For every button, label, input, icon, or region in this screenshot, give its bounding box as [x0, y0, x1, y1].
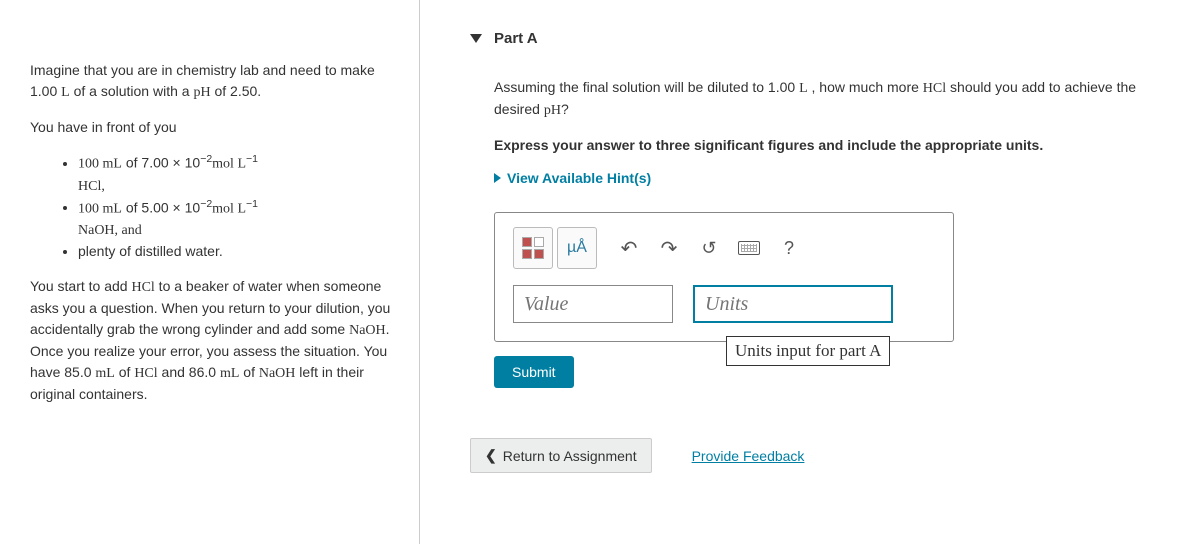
templates-icon [522, 237, 544, 259]
reagent-list: 100 mL of 7.00 × 10−2mol L−1 HCl, 100 mL… [30, 152, 395, 262]
answer-panel: Part A Assuming the final solution will … [420, 0, 1200, 544]
keyboard-button[interactable] [731, 230, 767, 266]
answer-toolbar: µÅ ↶ ↷ ↺ ? [513, 227, 935, 269]
keyboard-icon [738, 241, 760, 255]
reset-icon: ↺ [701, 238, 716, 259]
hints-toggle[interactable]: View Available Hint(s) [494, 170, 1160, 186]
list-item: plenty of distilled water. [78, 241, 395, 262]
answer-box: µÅ ↶ ↷ ↺ ? [494, 212, 954, 342]
return-label: Return to Assignment [503, 448, 637, 464]
problem-statement-panel: Imagine that you are in chemistry lab an… [0, 0, 420, 544]
part-label: Part A [494, 30, 538, 47]
mu-angstrom-icon: µÅ [567, 239, 587, 257]
undo-button[interactable]: ↶ [611, 230, 647, 266]
hints-label: View Available Hint(s) [507, 170, 651, 186]
submit-button[interactable]: Submit [494, 356, 574, 388]
list-item: 100 mL of 7.00 × 10−2mol L−1 HCl, [78, 152, 395, 197]
you-have-text: You have in front of you [30, 117, 395, 138]
units-callout: Units input for part A [726, 336, 890, 366]
help-icon: ? [784, 238, 794, 259]
redo-button[interactable]: ↷ [651, 230, 687, 266]
help-button[interactable]: ? [771, 230, 807, 266]
undo-icon: ↶ [621, 236, 638, 261]
intro-text: Imagine that you are in chemistry lab an… [30, 60, 395, 103]
feedback-link[interactable]: Provide Feedback [692, 448, 805, 464]
submit-label: Submit [512, 364, 556, 380]
question-text: Assuming the final solution will be dilu… [494, 77, 1160, 121]
story-text: You start to add HCl to a beaker of wate… [30, 276, 395, 405]
part-header[interactable]: Part A [470, 30, 1160, 47]
units-input[interactable] [693, 285, 893, 323]
chevron-left-icon: ❮ [485, 447, 497, 464]
list-item: 100 mL of 5.00 × 10−2mol L−1 NaOH, and [78, 197, 395, 242]
chevron-down-icon [470, 34, 482, 43]
chevron-right-icon [494, 173, 501, 183]
instruction-text: Express your answer to three significant… [494, 135, 1160, 156]
redo-icon: ↷ [661, 236, 678, 261]
reset-button[interactable]: ↺ [691, 230, 727, 266]
special-chars-button[interactable]: µÅ [557, 227, 597, 269]
return-button[interactable]: ❮ Return to Assignment [470, 438, 652, 473]
templates-button[interactable] [513, 227, 553, 269]
value-input[interactable] [513, 285, 673, 323]
